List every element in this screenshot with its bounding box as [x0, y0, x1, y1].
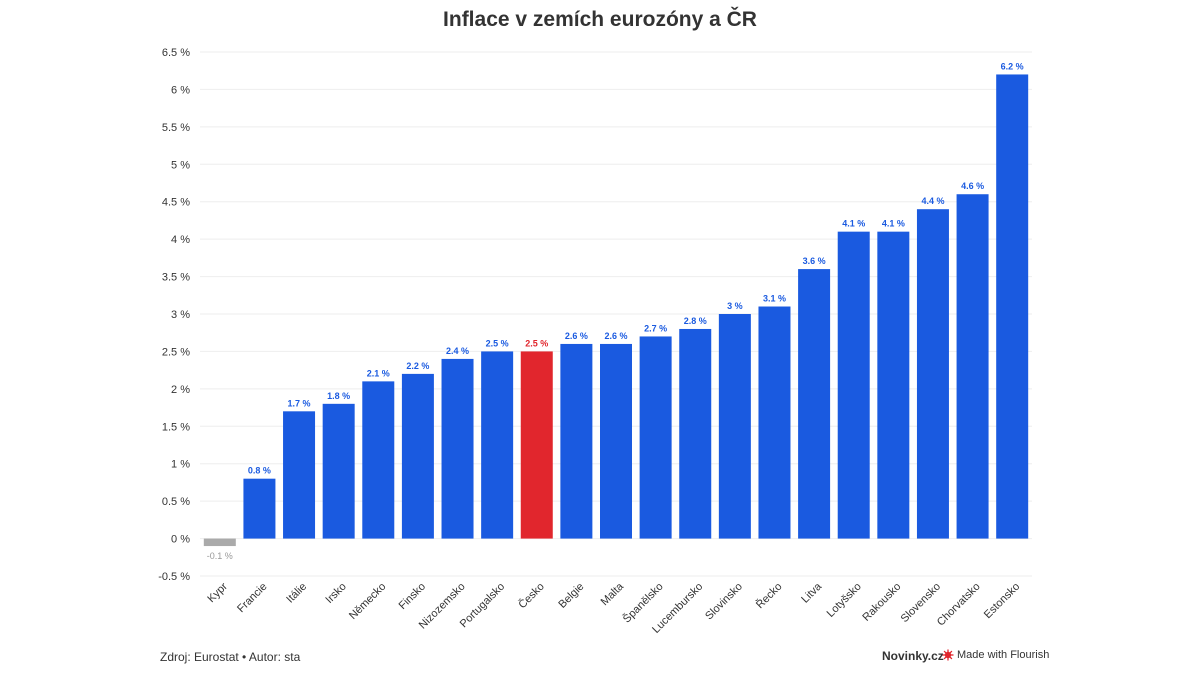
- x-tick-label: Belgie: [556, 581, 586, 611]
- data-label: 2.6 %: [604, 331, 627, 341]
- data-label: 4.4 %: [921, 196, 944, 206]
- y-tick-label: 0 %: [171, 534, 190, 546]
- x-tick-label: Chorvatsko: [935, 581, 983, 629]
- x-tick-label: Lotyšsko: [825, 581, 864, 620]
- data-label: 2.5 %: [525, 338, 548, 348]
- x-tick-label: Irsko: [323, 581, 348, 606]
- bars: [203, 74, 1029, 547]
- chart-title: Inflace v zemích eurozóny a ČR: [443, 8, 757, 31]
- bar: [560, 343, 593, 539]
- brand-link[interactable]: Novinky.cz: [882, 649, 944, 663]
- y-tick-label: 1 %: [171, 459, 190, 471]
- y-tick-label: 5 %: [171, 159, 190, 171]
- x-tick-label: Litva: [799, 580, 825, 606]
- bar: [758, 306, 791, 539]
- data-label: 3.1 %: [763, 294, 786, 304]
- bar: [679, 328, 712, 539]
- bar: [916, 209, 949, 539]
- x-tick-label: Francie: [235, 581, 269, 615]
- y-tick-label: 6 %: [171, 84, 190, 96]
- flourish-icon: [942, 649, 954, 661]
- data-label: 1.7 %: [288, 398, 311, 408]
- bar: [362, 381, 395, 539]
- bar: [996, 74, 1029, 539]
- x-tick-label: Estonsko: [982, 581, 1022, 621]
- bar: [441, 358, 474, 539]
- y-tick-label: -0.5 %: [158, 571, 190, 583]
- y-tick-label: 2 %: [171, 384, 190, 396]
- x-tick-label: Česko: [516, 580, 547, 611]
- data-label: 2.7 %: [644, 323, 667, 333]
- y-axis: -0.5 % 0 % 0.5 % 1 % 1.5 % 2 % 2.5 % 3 % 3.5 % 4 …: [158, 47, 190, 583]
- y-tick-label: 3 %: [171, 309, 190, 321]
- x-tick-label: Rakousko: [860, 581, 903, 624]
- x-tick-label: Malta: [599, 580, 627, 608]
- flourish-label: Made with Flourish: [957, 649, 1050, 661]
- x-tick-label: Kypr: [205, 580, 230, 605]
- data-label: 4.1 %: [842, 219, 865, 229]
- bar: [639, 336, 672, 539]
- data-label: 0.8 %: [248, 466, 271, 476]
- x-tick-label: Německo: [347, 581, 388, 622]
- bar: [600, 343, 632, 539]
- data-label: 2.2 %: [406, 361, 429, 371]
- bar: [481, 351, 514, 539]
- data-label: 1.8 %: [327, 391, 350, 401]
- flourish-credit[interactable]: Made with Flourish: [942, 649, 1049, 661]
- data-label: 2.4 %: [446, 346, 469, 356]
- data-label: 3 %: [727, 301, 743, 311]
- data-label: 6.2 %: [1001, 61, 1024, 71]
- y-tick-label: 4 %: [171, 234, 190, 246]
- y-tick-label: 2.5 %: [162, 346, 190, 358]
- data-label: 2.1 %: [367, 368, 390, 378]
- bar: [956, 194, 989, 539]
- bar: [877, 231, 910, 539]
- y-tick-label: 6.5 %: [162, 47, 190, 59]
- y-tick-label: 1.5 %: [162, 421, 190, 433]
- bar: [798, 269, 831, 539]
- data-label: 4.1 %: [882, 219, 905, 229]
- bar-chart: -0.5 % 0 % 0.5 % 1 % 1.5 % 2 % 2.5 % 3 % 3.5 % 4 …: [158, 47, 1032, 636]
- bar: [401, 373, 434, 539]
- y-tick-label: 3.5 %: [162, 272, 190, 284]
- bar: [837, 231, 870, 539]
- data-label: 2.8 %: [684, 316, 707, 326]
- bar: [322, 403, 355, 539]
- bar: [243, 478, 276, 539]
- x-tick-label: Řecko: [753, 580, 784, 611]
- y-tick-label: 4.5 %: [162, 197, 190, 209]
- data-label: 4.6 %: [961, 181, 984, 191]
- data-label: 2.5 %: [486, 338, 509, 348]
- footer-source: Zdroj: Eurostat • Autor: sta: [160, 650, 301, 664]
- data-label: 3.6 %: [803, 256, 826, 266]
- bar: [203, 538, 236, 547]
- bar: [520, 351, 553, 539]
- bar: [718, 314, 751, 539]
- x-tick-label: Itálie: [284, 581, 309, 606]
- bar: [283, 411, 316, 539]
- data-label: -0.1 %: [207, 551, 233, 561]
- x-tick-label: Slovinsko: [703, 581, 745, 623]
- y-tick-label: 5.5 %: [162, 122, 190, 134]
- value-labels: -0.1 % 0.8 % 1.7 % 1.8 % 2.1 % 2.2 % 2.4 % 2.5 …: [207, 61, 1024, 561]
- data-label: 2.6 %: [565, 331, 588, 341]
- x-tick-label: Finsko: [397, 581, 428, 612]
- y-tick-label: 0.5 %: [162, 496, 190, 508]
